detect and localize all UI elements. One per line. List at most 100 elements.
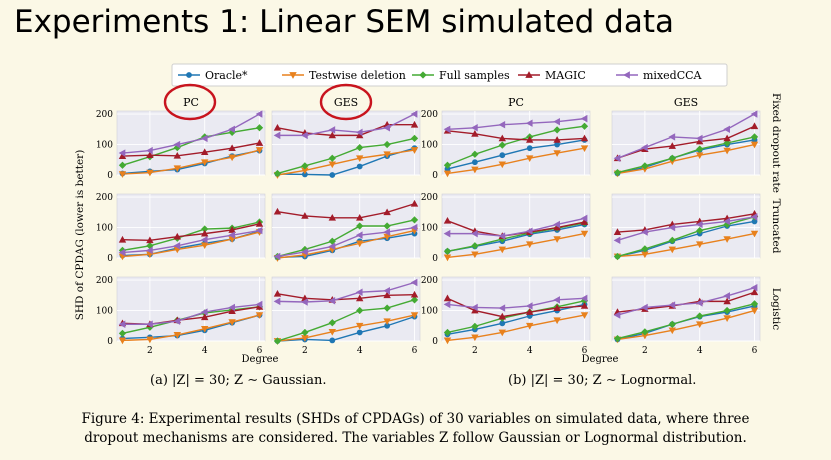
series-line [122, 303, 260, 325]
data-point [383, 304, 391, 312]
data-point [580, 134, 589, 142]
column-title: GES [674, 96, 698, 109]
data-point [750, 133, 759, 141]
data-point [118, 161, 127, 169]
data-point [328, 154, 336, 162]
panel-background [271, 276, 421, 342]
data-point [173, 332, 182, 339]
data-point [525, 119, 533, 127]
data-point [471, 303, 478, 312]
data-point [553, 304, 561, 311]
data-point [696, 226, 704, 235]
y-tick-label: 100 [421, 141, 438, 151]
data-point [200, 159, 209, 167]
data-point [553, 236, 561, 243]
data-point [696, 312, 704, 320]
data-point [173, 151, 182, 159]
x-tick-label: 4 [697, 346, 703, 356]
panel-grid: 0 100 200 0 100 200 0 100 200 0 100 200 0 100 200 2 4 6 2 4… [96, 110, 761, 356]
data-point [410, 120, 419, 128]
legend-label: mixedCCA [643, 69, 703, 82]
series-line [447, 139, 585, 170]
data-point [613, 168, 622, 177]
data-point [613, 334, 622, 343]
series-line [122, 149, 260, 175]
data-point [228, 319, 236, 326]
panel-background [116, 110, 266, 176]
data-point [146, 320, 153, 328]
data-point [553, 117, 560, 126]
series-line [277, 315, 415, 342]
data-point [200, 242, 209, 250]
data-point [273, 131, 281, 140]
data-point [328, 131, 337, 139]
data-point [301, 131, 308, 140]
data-point [356, 306, 364, 315]
series-line [447, 147, 585, 175]
highlight-circle [319, 83, 373, 121]
x-tick-label: 2 [302, 346, 308, 356]
data-point [750, 122, 759, 130]
y-tick-label: 100 [96, 307, 113, 317]
data-point [471, 124, 478, 132]
series-line [277, 203, 415, 219]
data-point [146, 336, 154, 344]
data-point [553, 150, 561, 157]
series-line [277, 219, 415, 258]
y-tick-label: 0 [432, 337, 438, 347]
x-tick-label: 2 [147, 346, 153, 356]
highlight-circle [163, 83, 217, 121]
chart-panel: 0 100 200 2 4 6 [96, 276, 266, 356]
series-line [122, 142, 260, 157]
x-tick-label: 6 [257, 346, 263, 356]
chart-panel: 0 100 200 [96, 110, 266, 181]
data-point [696, 145, 704, 153]
data-point [668, 133, 676, 141]
data-point [383, 208, 391, 216]
series-line [122, 314, 260, 342]
data-point [641, 162, 649, 170]
row-label: Fixed dropout rate [770, 93, 782, 193]
legend-label: Oracle* [205, 69, 248, 82]
data-point [228, 144, 236, 152]
data-point [410, 110, 418, 118]
chart-panel: 0 100 200 [421, 193, 591, 264]
data-point [613, 228, 622, 235]
data-point [695, 321, 704, 329]
data-point [580, 218, 589, 225]
x-tick-label: 4 [202, 346, 208, 356]
data-point [525, 136, 534, 143]
series-line [277, 293, 415, 301]
data-point [356, 143, 364, 152]
panel-background [271, 110, 421, 176]
series-line [122, 231, 260, 258]
data-point [723, 297, 731, 305]
data-point [498, 121, 506, 129]
data-point [255, 124, 264, 132]
data-point [498, 304, 506, 312]
data-point [526, 145, 533, 152]
data-point [255, 139, 264, 146]
data-point [668, 301, 676, 309]
data-point [273, 289, 282, 297]
data-point [228, 125, 235, 133]
data-point [471, 334, 479, 342]
series-line [277, 281, 415, 303]
data-point [146, 146, 153, 155]
data-point [580, 214, 588, 223]
data-point [383, 222, 391, 230]
data-point [301, 298, 308, 306]
series-line [447, 300, 585, 334]
series-line [617, 286, 755, 316]
series-line [122, 149, 260, 175]
x-tick-label: 2 [642, 346, 648, 356]
data-point [328, 319, 336, 327]
data-point [200, 325, 209, 333]
series-line [447, 125, 585, 166]
data-point [356, 222, 364, 230]
series-line [617, 232, 755, 258]
legend-marker [525, 71, 533, 78]
data-point [525, 155, 534, 163]
series-line [447, 303, 585, 335]
data-point [723, 315, 731, 322]
